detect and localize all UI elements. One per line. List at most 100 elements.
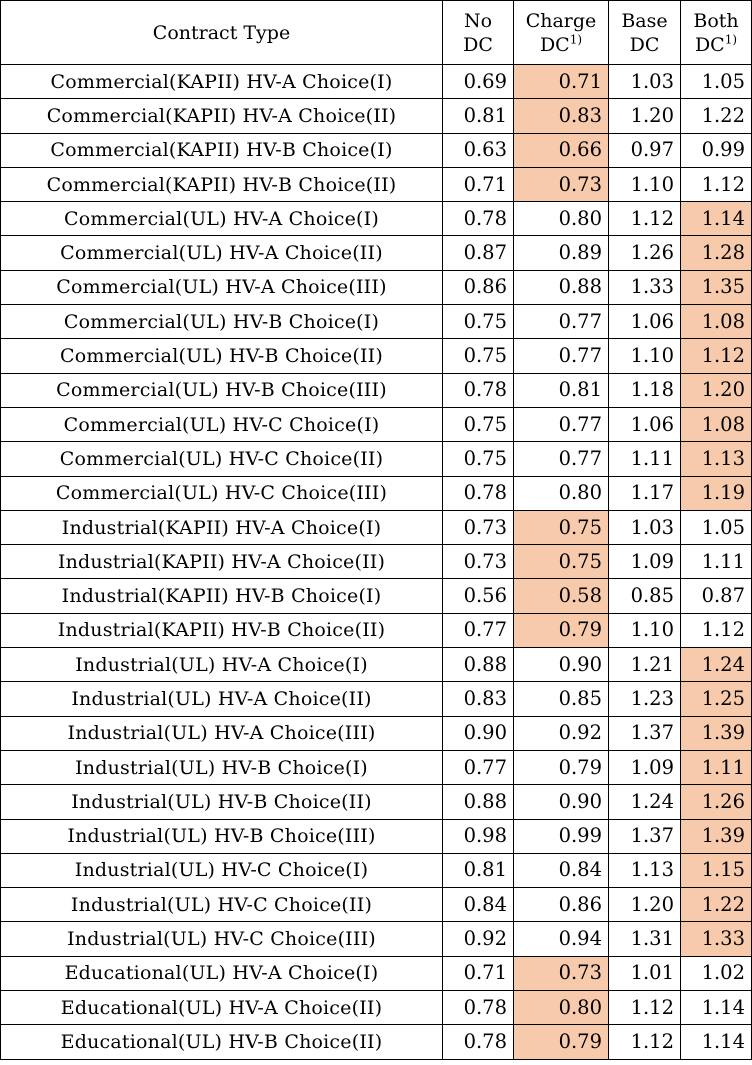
charge-dc-cell: 0.77 bbox=[513, 406, 609, 443]
contract-type-cell: Industrial(UL) HV-B Choice(II) bbox=[0, 784, 443, 820]
both-dc-cell: 1.11 bbox=[680, 544, 752, 580]
header-both-dc: Both DC1) bbox=[680, 0, 752, 65]
charge-dc-cell: 0.88 bbox=[513, 269, 609, 306]
both-dc-cell: 0.87 bbox=[680, 578, 752, 614]
both-dc-cell: 1.33 bbox=[680, 921, 752, 957]
base-dc-cell: 1.33 bbox=[608, 269, 681, 306]
base-dc-cell: 1.11 bbox=[608, 441, 681, 477]
both-dc-cell: 1.11 bbox=[680, 749, 752, 786]
header-base-dc: Base DC bbox=[608, 0, 681, 65]
both-dc-cell: 1.15 bbox=[680, 852, 752, 889]
both-dc-cell: 1.22 bbox=[680, 887, 752, 923]
charge-dc-cell: 0.90 bbox=[513, 784, 609, 820]
table-row: Commercial(KAPII) HV-A Choice(II) 0.81 0.8… bbox=[0, 98, 752, 134]
table-row: Commercial(KAPII) HV-A Choice(I) 0.69 0.71… bbox=[0, 63, 752, 100]
base-dc-cell: 1.37 bbox=[608, 818, 681, 854]
no-dc-cell: 0.81 bbox=[442, 852, 514, 889]
charge-dc-cell: 0.79 bbox=[513, 749, 609, 786]
charge-dc-cell: 0.58 bbox=[513, 578, 609, 614]
table-row: Commercial(KAPII) HV-B Choice(II) 0.71 0.7… bbox=[0, 166, 752, 203]
base-dc-cell: 1.12 bbox=[608, 990, 681, 1026]
table-row: Industrial(UL) HV-C Choice(II) 0.84 0.86 1.… bbox=[0, 887, 752, 923]
header-contract-type: Contract Type bbox=[0, 0, 443, 65]
charge-dc-cell: 0.77 bbox=[513, 338, 609, 374]
contract-type-cell: Industrial(KAPII) HV-A Choice(II) bbox=[0, 544, 443, 580]
header-no-dc-line2: DC bbox=[463, 33, 493, 56]
both-dc-cell: 1.25 bbox=[680, 681, 752, 717]
charge-dc-cell: 0.86 bbox=[513, 887, 609, 923]
contract-type-cell: Industrial(KAPII) HV-A Choice(I) bbox=[0, 509, 443, 546]
table-row: Commercial(UL) HV-C Choice(III) 0.78 0.80 1… bbox=[0, 475, 752, 511]
base-dc-cell: 1.10 bbox=[608, 612, 681, 649]
base-dc-cell: 1.21 bbox=[608, 647, 681, 683]
table-row: Industrial(KAPII) HV-B Choice(I) 0.56 0.58… bbox=[0, 578, 752, 614]
header-charge-dc-line2: DC bbox=[539, 33, 570, 56]
no-dc-cell: 0.73 bbox=[442, 509, 514, 546]
header-both-dc-line1: Both bbox=[693, 9, 739, 32]
charge-dc-cell: 0.83 bbox=[513, 98, 609, 134]
no-dc-cell: 0.71 bbox=[442, 166, 514, 203]
base-dc-cell: 1.13 bbox=[608, 852, 681, 889]
contract-type-cell: Commercial(UL) HV-C Choice(II) bbox=[0, 441, 443, 477]
both-dc-cell: 1.20 bbox=[680, 372, 752, 408]
base-dc-cell: 1.23 bbox=[608, 681, 681, 717]
base-dc-cell: 1.17 bbox=[608, 475, 681, 511]
table-row: Commercial(UL) HV-C Choice(I) 0.75 0.77 1.0… bbox=[0, 406, 752, 443]
base-dc-cell: 1.10 bbox=[608, 166, 681, 203]
base-dc-cell: 1.10 bbox=[608, 338, 681, 374]
base-dc-cell: 1.20 bbox=[608, 98, 681, 134]
no-dc-cell: 0.75 bbox=[442, 406, 514, 443]
contract-type-cell: Commercial(UL) HV-C Choice(III) bbox=[0, 475, 443, 511]
header-base-dc-line2: DC bbox=[629, 33, 660, 56]
base-dc-cell: 1.06 bbox=[608, 406, 681, 443]
base-dc-cell: 1.31 bbox=[608, 921, 681, 957]
base-dc-cell: 1.37 bbox=[608, 715, 681, 751]
no-dc-cell: 0.77 bbox=[442, 749, 514, 786]
contract-type-cell: Industrial(UL) HV-C Choice(III) bbox=[0, 921, 443, 957]
table-row: Industrial(KAPII) HV-A Choice(I) 0.73 0.75… bbox=[0, 509, 752, 546]
no-dc-cell: 0.83 bbox=[442, 681, 514, 717]
contract-type-cell: Educational(UL) HV-B Choice(II) bbox=[0, 1024, 443, 1060]
both-dc-cell: 1.05 bbox=[680, 509, 752, 546]
table-row: Industrial(UL) HV-B Choice(II) 0.88 0.90 1.… bbox=[0, 784, 752, 820]
both-dc-cell: 1.13 bbox=[680, 441, 752, 477]
no-dc-cell: 0.69 bbox=[442, 63, 514, 100]
header-row: Contract Type No DC Charge DC1) Base DC … bbox=[0, 0, 752, 65]
contract-type-cell: Commercial(KAPII) HV-B Choice(I) bbox=[0, 132, 443, 168]
contract-type-cell: Commercial(KAPII) HV-A Choice(II) bbox=[0, 98, 443, 134]
table-row: Commercial(KAPII) HV-B Choice(I) 0.63 0.66… bbox=[0, 132, 752, 168]
header-both-dc-footnote: 1) bbox=[724, 32, 738, 47]
base-dc-cell: 1.24 bbox=[608, 784, 681, 820]
charge-dc-cell: 0.77 bbox=[513, 441, 609, 477]
header-no-dc-line1: No bbox=[463, 9, 493, 32]
contract-type-cell: Commercial(KAPII) HV-B Choice(II) bbox=[0, 166, 443, 203]
both-dc-cell: 1.26 bbox=[680, 784, 752, 820]
no-dc-cell: 0.86 bbox=[442, 269, 514, 306]
contract-type-cell: Commercial(UL) HV-B Choice(II) bbox=[0, 338, 443, 374]
both-dc-cell: 1.12 bbox=[680, 338, 752, 374]
table-row: Educational(UL) HV-B Choice(II) 0.78 0.79 1… bbox=[0, 1024, 752, 1060]
charge-dc-cell: 0.71 bbox=[513, 63, 609, 100]
contract-type-cell: Commercial(UL) HV-A Choice(II) bbox=[0, 235, 443, 271]
base-dc-cell: 1.20 bbox=[608, 887, 681, 923]
no-dc-cell: 0.56 bbox=[442, 578, 514, 614]
contract-type-cell: Educational(UL) HV-A Choice(I) bbox=[0, 955, 443, 992]
no-dc-cell: 0.87 bbox=[442, 235, 514, 271]
charge-dc-cell: 0.73 bbox=[513, 955, 609, 992]
base-dc-cell: 0.85 bbox=[608, 578, 681, 614]
both-dc-cell: 1.08 bbox=[680, 406, 752, 443]
both-dc-cell: 1.14 bbox=[680, 201, 752, 237]
charge-dc-cell: 0.94 bbox=[513, 921, 609, 957]
header-base-dc-line1: Base bbox=[621, 9, 668, 32]
table-row: Educational(UL) HV-A Choice(II) 0.78 0.80 1… bbox=[0, 990, 752, 1026]
table-row: Commercial(UL) HV-B Choice(III) 0.78 0.81 1… bbox=[0, 372, 752, 408]
charge-dc-cell: 0.79 bbox=[513, 612, 609, 649]
both-dc-cell: 1.05 bbox=[680, 63, 752, 100]
table-row: Commercial(UL) HV-B Choice(I) 0.75 0.77 1.0… bbox=[0, 304, 752, 340]
header-no-dc: No DC bbox=[442, 0, 514, 65]
contract-type-cell: Commercial(UL) HV-A Choice(I) bbox=[0, 201, 443, 237]
contract-type-cell: Commercial(UL) HV-A Choice(III) bbox=[0, 269, 443, 306]
table-row: Commercial(UL) HV-A Choice(III) 0.86 0.88 1… bbox=[0, 269, 752, 306]
header-charge-dc-line1: Charge bbox=[525, 9, 597, 32]
both-dc-cell: 1.35 bbox=[680, 269, 752, 306]
